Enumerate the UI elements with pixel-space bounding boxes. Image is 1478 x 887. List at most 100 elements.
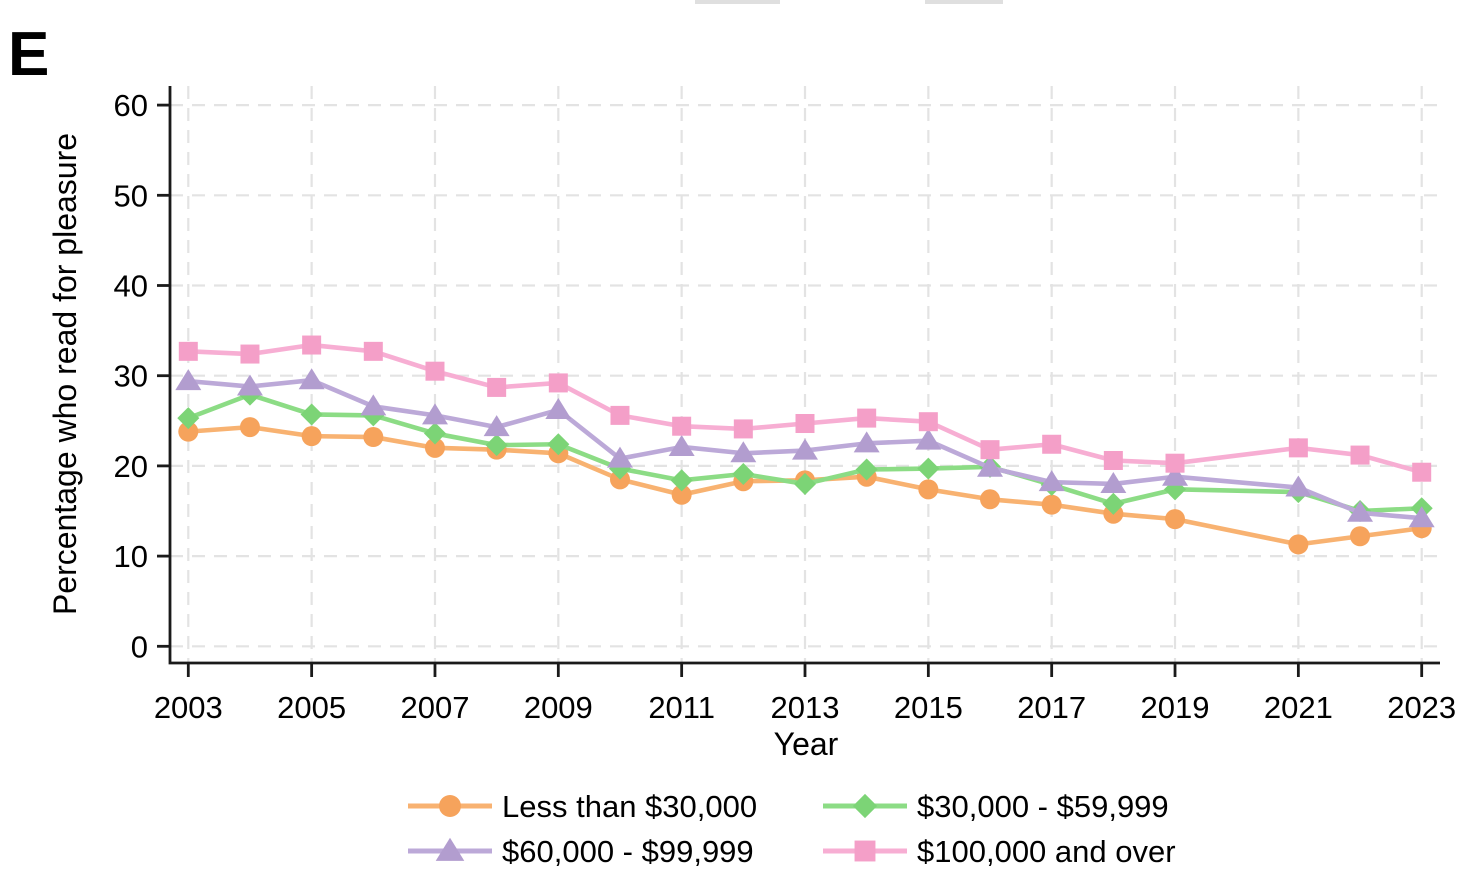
triangle-marker	[236, 374, 263, 396]
legend: Less than $30,000 $30,000 - $59,999 $60,00…	[408, 789, 1176, 869]
triangle-marker	[1347, 500, 1374, 522]
square-marker	[1103, 450, 1123, 470]
square-marker	[980, 440, 1000, 460]
square-marker	[1288, 438, 1308, 458]
x-tick-label: 2007	[400, 690, 469, 725]
circle-marker	[363, 427, 384, 448]
diamond-marker	[855, 458, 878, 481]
x-tick-label: 2019	[1141, 690, 1210, 725]
y-tick-label: 0	[131, 629, 148, 664]
y-tick-label: 10	[114, 539, 148, 574]
series-triangle	[175, 368, 1435, 528]
triangle-marker	[606, 446, 633, 468]
square-marker	[918, 412, 938, 432]
triangle-marker	[1038, 470, 1065, 492]
x-tick-label: 2003	[154, 690, 223, 725]
square-marker	[854, 840, 876, 862]
legend-label: $100,000 and over	[917, 834, 1176, 869]
square-marker	[240, 344, 260, 364]
x-tick-label: 2005	[277, 690, 346, 725]
triangle-marker	[792, 438, 818, 460]
square-marker	[857, 408, 877, 428]
legend-item: Less than $30,000	[408, 789, 757, 824]
y-tick-label: 20	[114, 449, 148, 484]
circle-marker	[1288, 534, 1309, 555]
triangle-marker	[915, 428, 942, 450]
triangle-marker	[853, 431, 880, 453]
triangle-marker	[1285, 475, 1312, 497]
x-tick-label: 2015	[894, 690, 963, 725]
diamond-marker	[917, 457, 940, 480]
series-line	[186, 392, 1424, 514]
square-marker	[1165, 453, 1185, 473]
square-marker	[302, 335, 322, 355]
y-tick-label: 40	[114, 269, 148, 304]
gridlines	[170, 86, 1440, 663]
circle-marker	[178, 421, 199, 442]
x-tick-label: 2011	[648, 690, 715, 725]
circle-marker	[301, 426, 322, 447]
y-tick-label: 60	[114, 88, 148, 123]
diamond-marker	[793, 472, 817, 495]
triangle-marker	[1100, 471, 1127, 493]
panel-label: E	[8, 20, 49, 89]
diamond-marker	[485, 434, 508, 457]
y-axis-title: Percentage who read for pleasure	[47, 133, 83, 615]
diamond-marker	[423, 422, 447, 445]
x-tick-label: 2009	[524, 690, 593, 725]
circle-marker	[980, 489, 1001, 510]
circle-marker	[671, 484, 692, 505]
tick-labels: 0 10 20 30 40 50 60 2003 2005 2007 2009 2011 2013 201…	[114, 88, 1457, 725]
cropped-text-artifact	[925, 0, 1003, 4]
triangle-marker	[421, 403, 448, 425]
square-marker	[487, 377, 507, 397]
square-marker	[363, 341, 383, 361]
axes	[157, 86, 1440, 677]
legend-item: $100,000 and over	[823, 834, 1176, 869]
square-marker	[610, 405, 630, 425]
diamond-marker	[852, 793, 878, 819]
cropped-text-artifact	[695, 0, 780, 4]
triangle-marker	[298, 368, 325, 390]
series-line	[186, 342, 1424, 475]
series-square	[178, 335, 1432, 482]
circle-marker	[1041, 494, 1062, 515]
square-marker	[1350, 445, 1370, 465]
triangle-marker	[977, 455, 1004, 477]
diamond-marker	[670, 469, 693, 492]
triangle-marker	[360, 394, 387, 416]
triangle-marker	[545, 397, 572, 419]
square-marker	[1412, 462, 1432, 482]
triangle-marker	[730, 441, 757, 463]
square-marker	[733, 419, 753, 439]
x-axis-title: Year	[774, 726, 839, 762]
y-tick-label: 30	[114, 359, 148, 394]
triangle-marker	[483, 415, 510, 437]
circle-marker	[1165, 509, 1186, 530]
y-tick-label: 50	[114, 178, 148, 213]
data-series	[175, 335, 1435, 555]
x-tick-label: 2017	[1017, 690, 1086, 725]
x-tick-label: 2023	[1387, 690, 1456, 725]
circle-marker	[239, 417, 260, 438]
legend-item: $60,000 - $99,999	[408, 834, 754, 869]
triangle-marker	[175, 369, 202, 391]
circle-marker	[424, 437, 445, 458]
series-line	[186, 377, 1424, 521]
triangle-marker	[435, 837, 465, 861]
circle-marker	[1350, 526, 1371, 547]
triangle-marker	[1162, 464, 1189, 486]
legend-label: $60,000 - $99,999	[502, 834, 754, 869]
square-marker	[178, 341, 198, 361]
triangle-marker	[668, 434, 695, 456]
legend-label: Less than $30,000	[502, 789, 757, 824]
diamond-marker	[177, 407, 200, 430]
x-tick-label: 2013	[771, 690, 840, 725]
triangle-marker	[1408, 506, 1435, 528]
x-tick-label: 2021	[1264, 690, 1333, 725]
axis-lines	[168, 86, 1440, 665]
square-marker	[425, 361, 445, 381]
legend-item: $30,000 - $59,999	[823, 789, 1169, 824]
